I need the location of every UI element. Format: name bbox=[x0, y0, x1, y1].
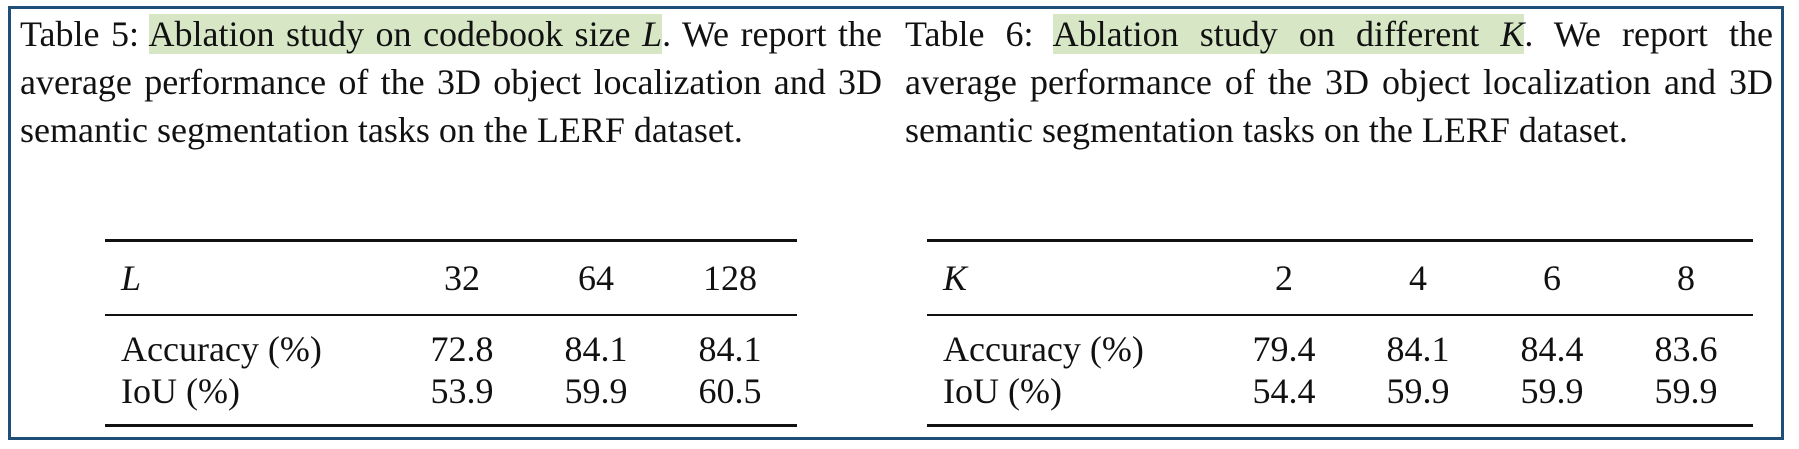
table-header: K 2 4 6 8 bbox=[927, 241, 1753, 315]
table-block: Table 5: Ablation study on codebook size… bbox=[20, 10, 882, 427]
caption: Table 6: Ablation study on different K. … bbox=[905, 10, 1773, 154]
table-body: Accuracy (%) 79.4 84.1 84.4 83.6 IoU (%) 54.4 5… bbox=[927, 315, 1753, 426]
table-cell: 84.1 bbox=[698, 329, 762, 369]
header-cell: 6 bbox=[1543, 258, 1561, 298]
caption-highlight: Ablation study on different K bbox=[1052, 14, 1525, 54]
frame bbox=[8, 6, 1784, 440]
caption-text: . We report the average performance of t… bbox=[905, 14, 1774, 150]
header-cell: 128 bbox=[703, 258, 757, 298]
results-table: K 2 4 6 8 Accuracy (%) 79.4 84.1 84.4 83.6 IoU (%)… bbox=[927, 239, 1753, 427]
table-row: IoU (%) 54.4 59.9 59.9 59.9 bbox=[927, 370, 1753, 426]
table-body: Accuracy (%) 72.8 84.1 84.1 IoU (%) 53.9 59.9 6… bbox=[105, 315, 797, 426]
header-cell: 8 bbox=[1677, 258, 1695, 298]
header-row: K 2 4 6 8 bbox=[927, 241, 1753, 315]
table-cell: 72.8 bbox=[430, 329, 494, 369]
header-cell: 4 bbox=[1409, 258, 1427, 298]
table-cell: 59.9 bbox=[1386, 371, 1450, 411]
table-cell: 84.1 bbox=[564, 329, 628, 369]
caption-label: Table 6: bbox=[905, 14, 1034, 54]
table-cell: IoU (%) bbox=[121, 371, 240, 411]
header-cell: 2 bbox=[1275, 258, 1293, 298]
table-cell: 59.9 bbox=[1654, 371, 1718, 411]
table-row: Accuracy (%) 79.4 84.1 84.4 83.6 bbox=[927, 315, 1753, 370]
table-row: IoU (%) 53.9 59.9 60.5 bbox=[105, 370, 797, 426]
table-cell: 60.5 bbox=[698, 371, 762, 411]
caption-highlight: Ablation study on codebook size L bbox=[148, 14, 663, 54]
caption-label: Table 5: bbox=[20, 14, 139, 54]
caption: Table 5: Ablation study on codebook size… bbox=[20, 10, 882, 154]
table-cell: 84.1 bbox=[1386, 329, 1450, 369]
table-cell: 84.4 bbox=[1520, 329, 1584, 369]
header-cell: 32 bbox=[444, 258, 480, 298]
table-cell: 83.6 bbox=[1654, 329, 1718, 369]
table-cell: 79.4 bbox=[1252, 329, 1316, 369]
table-cell: 53.9 bbox=[430, 371, 494, 411]
table-block: Table 6: Ablation study on different K. … bbox=[905, 10, 1773, 427]
table-cell: 59.9 bbox=[564, 371, 628, 411]
caption-text: . We report the average performance of t… bbox=[20, 14, 883, 150]
caption-highlight-text: Ablation study on codebook size bbox=[148, 14, 631, 54]
table-cell: Accuracy (%) bbox=[121, 329, 322, 369]
header-row: L 32 64 128 bbox=[105, 241, 797, 315]
table-cell: 59.9 bbox=[1520, 371, 1584, 411]
header-cell: K bbox=[943, 258, 968, 298]
caption-highlight-text: Ablation study on different bbox=[1052, 14, 1480, 54]
table-header: L 32 64 128 bbox=[105, 241, 797, 315]
table-row: Accuracy (%) 72.8 84.1 84.1 bbox=[105, 315, 797, 370]
header-cell: L bbox=[121, 258, 142, 298]
table-cell: IoU (%) bbox=[943, 371, 1062, 411]
header-cell: 64 bbox=[578, 258, 614, 298]
caption-variable: K bbox=[1500, 14, 1525, 54]
table-cell: Accuracy (%) bbox=[943, 329, 1144, 369]
table-cell: 54.4 bbox=[1252, 371, 1316, 411]
caption-variable: L bbox=[642, 14, 663, 54]
results-table: L 32 64 128 Accuracy (%) 72.8 84.1 84.1 IoU (%) 5… bbox=[105, 239, 797, 427]
